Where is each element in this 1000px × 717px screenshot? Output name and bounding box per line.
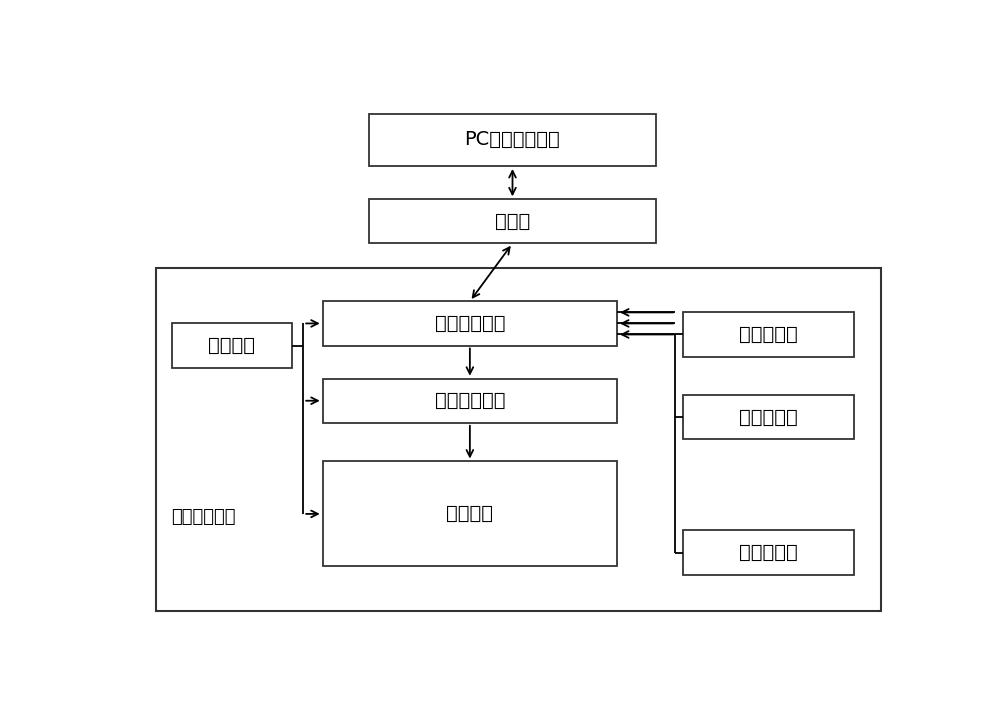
Text: 温度采集器: 温度采集器 [739, 543, 798, 562]
Bar [369, 199, 656, 243]
Text: 温度采集器: 温度采集器 [739, 325, 798, 344]
Text: PC端序或移动端: PC端序或移动端 [465, 130, 560, 149]
Text: 发热模块: 发热模块 [446, 505, 493, 523]
Text: 服务器: 服务器 [495, 212, 530, 231]
Bar [683, 395, 854, 440]
Bar [683, 313, 854, 356]
Bar [323, 462, 617, 566]
Bar [683, 531, 854, 574]
Bar [323, 379, 617, 423]
Bar [369, 114, 656, 166]
Text: 电源模块: 电源模块 [208, 336, 255, 355]
Bar [323, 301, 617, 346]
Text: 功率调节模块: 功率调节模块 [435, 391, 505, 410]
Text: 有机硅灌封胶: 有机硅灌封胶 [172, 508, 236, 526]
Bar [172, 323, 292, 368]
Text: 温度采集器: 温度采集器 [739, 408, 798, 427]
Bar [156, 268, 881, 611]
Text: 无线接收模块: 无线接收模块 [435, 314, 505, 333]
